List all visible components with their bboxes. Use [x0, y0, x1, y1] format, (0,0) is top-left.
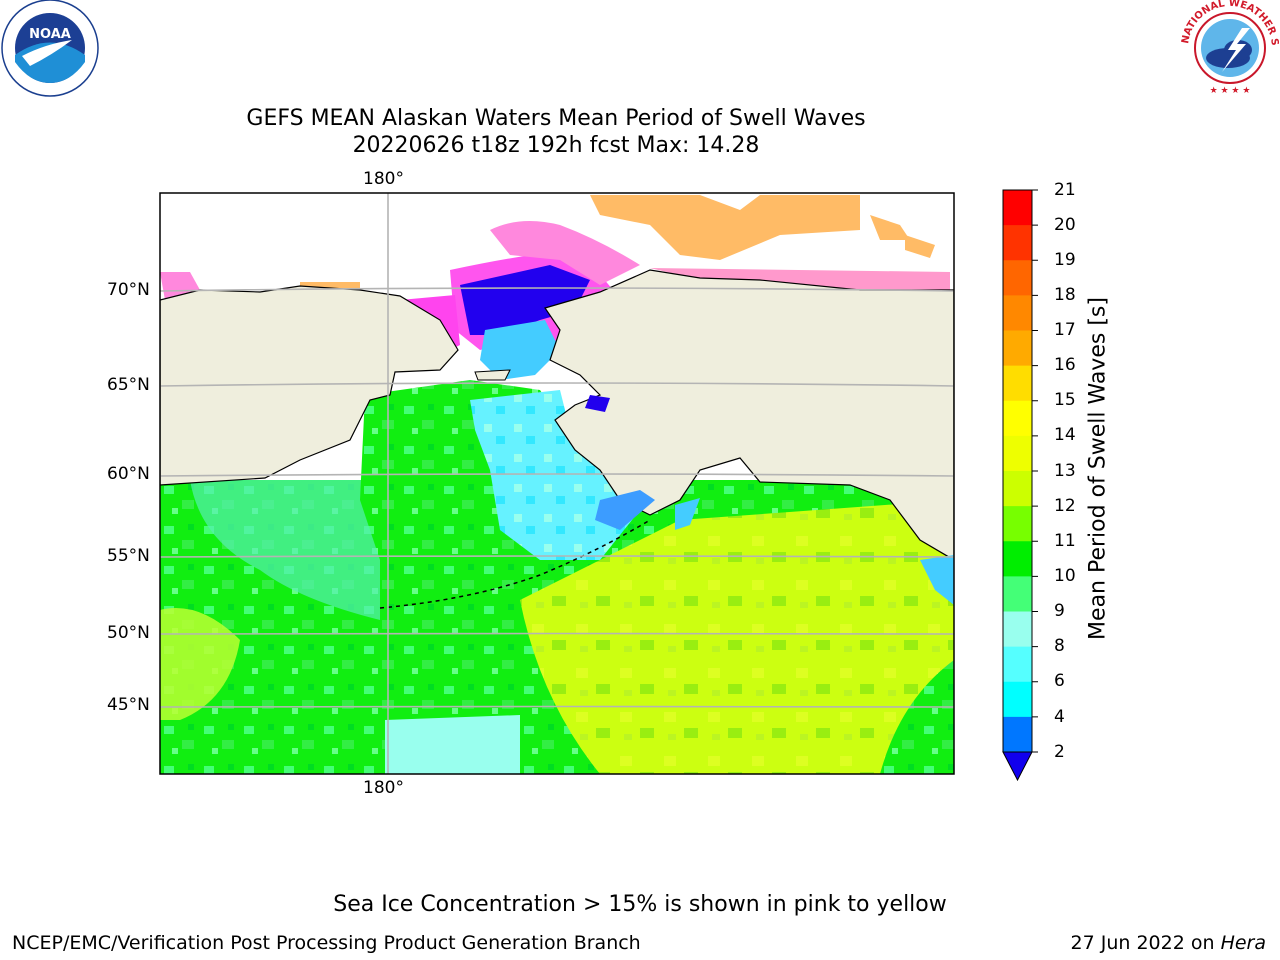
colorbar-tick: 21 — [1054, 180, 1076, 200]
colorbar-label: Mean Period of Swell Waves [s] — [1085, 297, 1111, 640]
svg-text:NOAA: NOAA — [29, 27, 71, 42]
svg-text:★ ★ ★ ★: ★ ★ ★ ★ — [1210, 86, 1251, 96]
colorbar-band — [1003, 681, 1032, 718]
noaa-logo: NOAA — [0, 0, 104, 100]
colorbar-band — [1003, 225, 1032, 261]
colorbar-tick: 14 — [1054, 425, 1076, 445]
aleutian-islands — [379, 519, 651, 609]
graticule — [160, 193, 954, 774]
colorbar-band — [1003, 190, 1032, 226]
colorbar-band — [1003, 646, 1032, 683]
colorbar-tick: 6 — [1054, 671, 1065, 691]
colorbar-tick: 12 — [1054, 496, 1076, 516]
lat-label-45: 45°N — [107, 695, 150, 715]
nws-logo: NATIONAL WEATHER SERVICE ★ ★ ★ ★ — [1174, 0, 1280, 100]
lat-label-65: 65°N — [107, 375, 150, 395]
colorbar-band — [1003, 400, 1032, 437]
run-date-text: 27 Jun 2022 on — [1070, 932, 1215, 954]
lat-label-70: 70°N — [107, 280, 150, 300]
colorbar-tick: 20 — [1054, 215, 1076, 235]
colorbar — [1002, 189, 1038, 782]
swell-field-yellow — [520, 500, 954, 774]
map-title: GEFS MEAN Alaskan Waters Mean Period of … — [246, 106, 866, 131]
colorbar-tick: 15 — [1054, 390, 1076, 410]
sea-ice-note: Sea Ice Concentration > 15% is shown in … — [333, 892, 947, 917]
colorbar-tick: 19 — [1054, 250, 1076, 270]
branch-credit: NCEP/EMC/Verification Post Processing Pr… — [12, 932, 641, 954]
colorbar-band — [1003, 541, 1032, 577]
colorbar-tick: 16 — [1054, 355, 1076, 375]
map-field — [160, 193, 954, 774]
colorbar-tick: 4 — [1054, 707, 1065, 727]
map-frame — [159, 192, 955, 775]
colorbar-tick: 13 — [1054, 461, 1076, 481]
colorbar-band — [1003, 471, 1032, 507]
lon-label-bottom: 180° — [363, 778, 404, 798]
colorbar-band — [1003, 435, 1032, 472]
colorbar-tick: 10 — [1054, 566, 1076, 586]
colorbar-tick: 11 — [1054, 531, 1076, 551]
colorbar-tick: 8 — [1054, 636, 1065, 656]
colorbar-band — [1003, 295, 1032, 331]
colorbar-band — [1003, 365, 1032, 402]
colorbar-tick: 17 — [1054, 320, 1076, 340]
colorbar-tick: 9 — [1054, 601, 1065, 621]
run-date: 27 Jun 2022 on Hera — [1071, 932, 1267, 954]
colorbar-band — [1003, 611, 1032, 648]
colorbar-band — [1003, 576, 1032, 612]
machine-name: Hera — [1220, 932, 1266, 954]
siberia-land — [160, 285, 459, 486]
lat-label-50: 50°N — [107, 623, 150, 643]
lat-label-60: 60°N — [107, 464, 150, 484]
map-subtitle: 20220626 t18z 192h fcst Max: 14.28 — [352, 133, 760, 158]
colorbar-tick: 18 — [1054, 285, 1076, 305]
colorbar-tick: 2 — [1054, 742, 1065, 762]
lat-label-55: 55°N — [107, 546, 150, 566]
colorbar-band — [1003, 260, 1032, 296]
colorbar-band — [1003, 330, 1032, 367]
colorbar-band — [1003, 506, 1032, 542]
colorbar-band — [1003, 716, 1032, 753]
colorbar-extend-arrow — [1002, 751, 1033, 782]
lon-label-top: 180° — [363, 169, 404, 189]
